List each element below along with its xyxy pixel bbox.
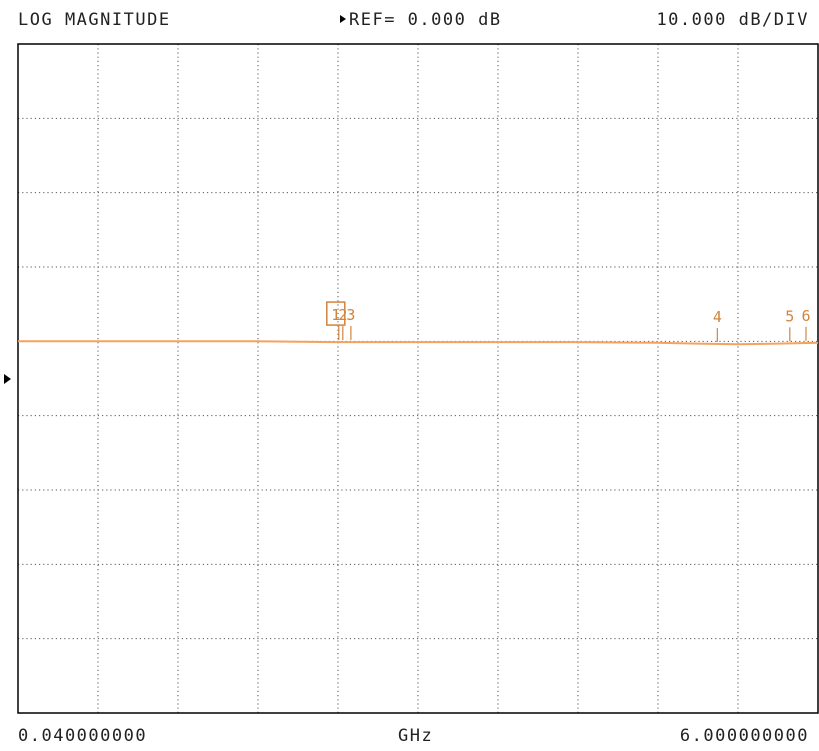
marker-3: 3 xyxy=(346,306,355,341)
scale-readout: 10.000 dB/DIV xyxy=(656,10,809,30)
start-frequency: 0.040000000 xyxy=(18,726,148,746)
grid xyxy=(18,44,818,713)
marker-label: 1 xyxy=(331,306,340,324)
active-marker-box xyxy=(326,301,346,326)
reference-line-arrow-icon xyxy=(4,374,11,384)
marker-label: 6 xyxy=(801,307,810,325)
marker-label: 3 xyxy=(346,306,355,324)
reference-level-readout: REF= 0.000 dB xyxy=(340,10,502,30)
marker-label: 5 xyxy=(785,307,794,325)
marker-6: 6 xyxy=(801,307,811,341)
trace-line xyxy=(18,340,819,346)
reference-pointer-icon xyxy=(340,15,346,23)
frequency-unit: GHz xyxy=(398,726,434,746)
marker-label: 4 xyxy=(713,308,722,326)
plot-frame xyxy=(17,43,819,714)
stop-frequency: 6.000000000 xyxy=(679,726,809,746)
marker-2: 2 xyxy=(338,306,347,341)
marker-1: 1 xyxy=(326,301,346,341)
marker-4: 4 xyxy=(713,308,722,342)
marker-5: 5 xyxy=(785,307,794,342)
marker-label: 2 xyxy=(338,306,347,324)
marker-group: 12 3 4 5 6 xyxy=(326,301,811,342)
reference-level-text: REF= 0.000 dB xyxy=(349,10,502,30)
display-format-label: LOG MAGNITUDE xyxy=(18,10,171,30)
